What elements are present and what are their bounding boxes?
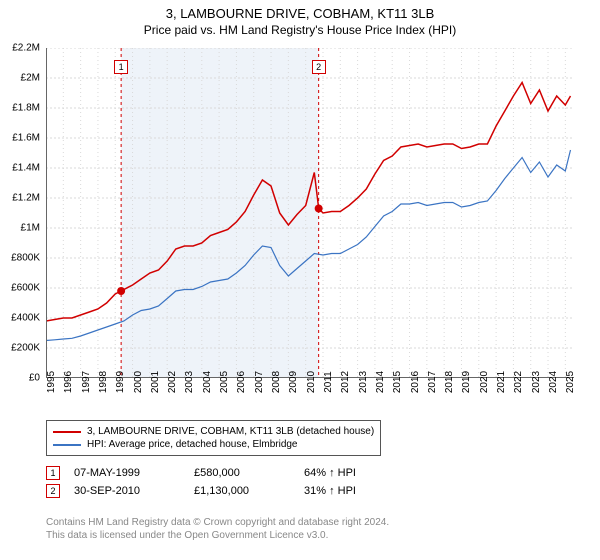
- attribution-line1: Contains HM Land Registry data © Crown c…: [46, 516, 389, 529]
- x-tick-label: 1999: [115, 371, 126, 393]
- sale-marker-2: 2: [46, 484, 60, 498]
- x-tick-label: 2023: [531, 371, 542, 393]
- sale-row: 1 07-MAY-1999 £580,000 64% ↑ HPI: [46, 464, 424, 482]
- y-tick-label: £2.2M: [0, 43, 40, 54]
- legend-row: HPI: Average price, detached house, Elmb…: [53, 438, 374, 451]
- legend: 3, LAMBOURNE DRIVE, COBHAM, KT11 3LB (de…: [46, 420, 381, 456]
- x-tick-label: 2013: [358, 371, 369, 393]
- x-tick-label: 2019: [461, 371, 472, 393]
- y-tick-label: £200K: [0, 343, 40, 354]
- x-tick-label: 2008: [271, 371, 282, 393]
- y-tick-label: £1.4M: [0, 163, 40, 174]
- x-tick-label: 2009: [288, 371, 299, 393]
- chart-sale-marker: 2: [312, 60, 326, 74]
- y-tick-label: £1M: [0, 223, 40, 234]
- sale-date: 07-MAY-1999: [74, 467, 194, 479]
- legend-swatch-series2: [53, 444, 81, 446]
- y-tick-label: £1.8M: [0, 103, 40, 114]
- x-tick-label: 1996: [63, 371, 74, 393]
- title-address: 3, LAMBOURNE DRIVE, COBHAM, KT11 3LB: [0, 6, 600, 21]
- y-tick-label: £0: [0, 373, 40, 384]
- y-tick-label: £400K: [0, 313, 40, 324]
- x-tick-label: 2006: [236, 371, 247, 393]
- x-tick-label: 2010: [306, 371, 317, 393]
- plot-border: [46, 48, 574, 378]
- y-tick-label: £2M: [0, 73, 40, 84]
- x-tick-label: 2015: [392, 371, 403, 393]
- chart-container: 3, LAMBOURNE DRIVE, COBHAM, KT11 3LB Pri…: [0, 0, 600, 560]
- legend-label-series2: HPI: Average price, detached house, Elmb…: [87, 439, 298, 450]
- sale-price: £1,130,000: [194, 485, 304, 497]
- x-tick-label: 2021: [496, 371, 507, 393]
- chart-area: £0£200K£400K£600K£800K£1M£1.2M£1.4M£1.6M…: [46, 48, 574, 378]
- y-tick-label: £800K: [0, 253, 40, 264]
- x-tick-label: 2020: [479, 371, 490, 393]
- x-tick-label: 2007: [254, 371, 265, 393]
- legend-label-series1: 3, LAMBOURNE DRIVE, COBHAM, KT11 3LB (de…: [87, 426, 374, 437]
- x-tick-label: 2018: [444, 371, 455, 393]
- x-tick-label: 2004: [202, 371, 213, 393]
- legend-swatch-series1: [53, 431, 81, 433]
- sales-table: 1 07-MAY-1999 £580,000 64% ↑ HPI 2 30-SE…: [46, 464, 424, 500]
- x-tick-label: 2025: [565, 371, 576, 393]
- sale-hpi: 64% ↑ HPI: [304, 467, 424, 479]
- sale-hpi: 31% ↑ HPI: [304, 485, 424, 497]
- x-tick-label: 2012: [340, 371, 351, 393]
- y-tick-label: £600K: [0, 283, 40, 294]
- legend-row: 3, LAMBOURNE DRIVE, COBHAM, KT11 3LB (de…: [53, 425, 374, 438]
- x-tick-label: 2017: [427, 371, 438, 393]
- y-tick-label: £1.6M: [0, 133, 40, 144]
- x-tick-label: 2002: [167, 371, 178, 393]
- x-tick-label: 2000: [133, 371, 144, 393]
- chart-sale-marker: 1: [114, 60, 128, 74]
- y-tick-label: £1.2M: [0, 193, 40, 204]
- attribution: Contains HM Land Registry data © Crown c…: [46, 516, 389, 542]
- attribution-line2: This data is licensed under the Open Gov…: [46, 529, 389, 542]
- x-tick-label: 2024: [548, 371, 559, 393]
- x-tick-label: 2011: [323, 371, 334, 393]
- x-tick-label: 2016: [410, 371, 421, 393]
- sale-price: £580,000: [194, 467, 304, 479]
- x-tick-label: 1995: [46, 371, 57, 393]
- x-tick-label: 1998: [98, 371, 109, 393]
- x-tick-label: 1997: [81, 371, 92, 393]
- x-tick-label: 2022: [513, 371, 524, 393]
- title-subtitle: Price paid vs. HM Land Registry's House …: [0, 23, 600, 37]
- sale-row: 2 30-SEP-2010 £1,130,000 31% ↑ HPI: [46, 482, 424, 500]
- x-tick-label: 2001: [150, 371, 161, 393]
- title-block: 3, LAMBOURNE DRIVE, COBHAM, KT11 3LB Pri…: [0, 0, 600, 41]
- x-tick-label: 2003: [184, 371, 195, 393]
- sale-marker-1: 1: [46, 466, 60, 480]
- x-tick-label: 2014: [375, 371, 386, 393]
- sale-date: 30-SEP-2010: [74, 485, 194, 497]
- x-tick-label: 2005: [219, 371, 230, 393]
